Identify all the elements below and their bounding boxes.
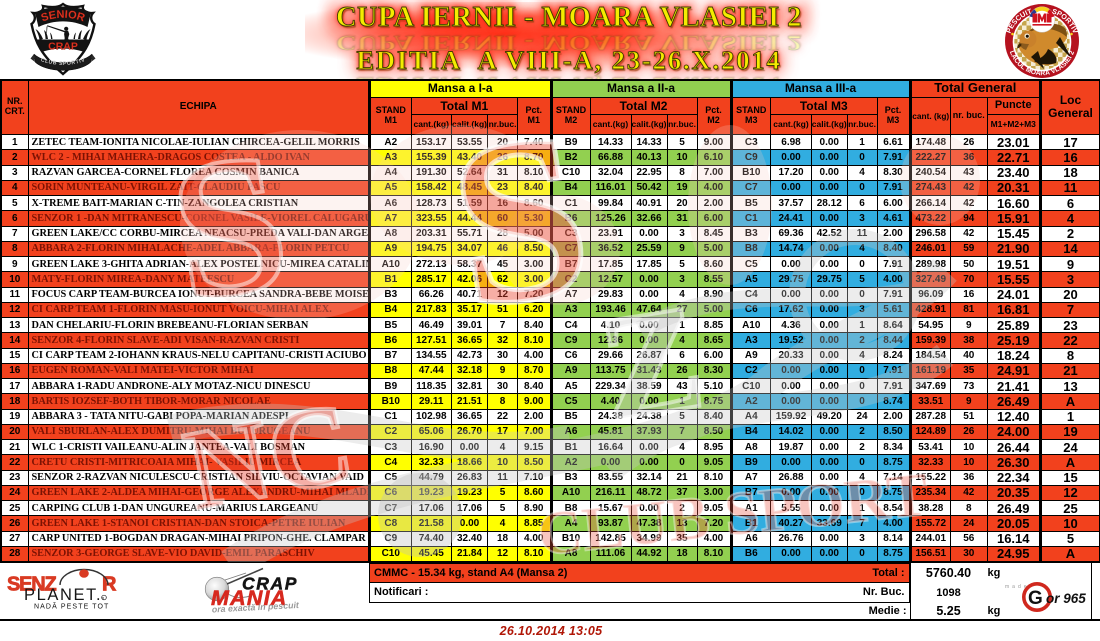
svg-text:CRAP: CRAP (242, 574, 298, 594)
svg-text:made by: made by (1005, 584, 1045, 590)
svg-text:SENIOR: SENIOR (40, 9, 87, 25)
svg-text:G: G (1028, 588, 1043, 609)
svg-text:or 965: or 965 (1046, 591, 1086, 606)
svg-text:MANIA: MANIA (211, 586, 287, 610)
svg-text:PLANET.: PLANET. (24, 586, 102, 604)
svg-text:NADĂ PESTE TOT: NADĂ PESTE TOT (34, 602, 109, 611)
svg-text:SENZ: SENZ (7, 574, 57, 596)
svg-text:CLUB SPORTIV: CLUB SPORTIV (40, 57, 86, 67)
svg-text:CRAP: CRAP (48, 41, 78, 53)
svg-text:R: R (102, 597, 105, 601)
svg-text:ora exactă in pescuit: ora exactă in pescuit (212, 600, 301, 615)
